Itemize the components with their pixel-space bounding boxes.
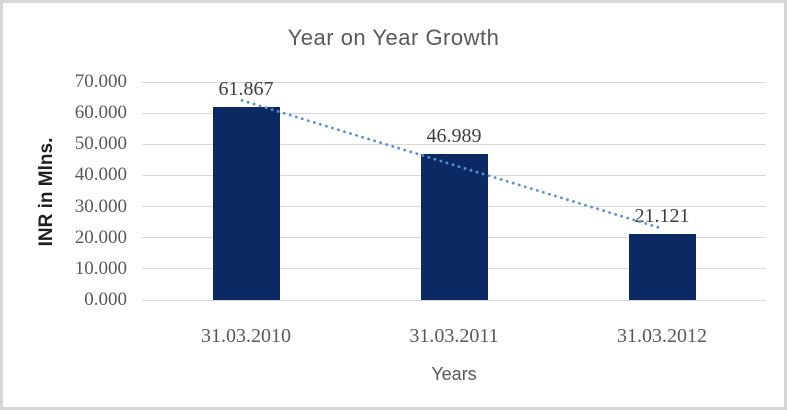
bar-value-label: 21.121	[634, 205, 690, 228]
gridline	[142, 81, 766, 83]
bar-value-label: 46.989	[426, 124, 482, 147]
bar-31.03.2012	[628, 234, 696, 300]
y-axis-tick-label: 10.000	[74, 257, 127, 279]
y-axis-tick-label: 60.000	[74, 102, 127, 124]
y-axis-tick-label: 20.000	[74, 226, 127, 248]
y-axis-tick-label: 30.000	[74, 195, 127, 217]
x-axis-tick-label: 31.03.2012	[617, 325, 707, 347]
x-axis-tick-label: 31.03.2011	[409, 325, 499, 347]
chart-title: Year on Year Growth	[287, 25, 500, 50]
y-axis-tick-label: 0.000	[84, 289, 127, 310]
gridline	[142, 299, 766, 301]
bar-value-label: 61.867	[218, 78, 274, 101]
y-axis-tick-label: 40.000	[74, 164, 127, 186]
x-axis-tick-label: 31.03.2010	[201, 325, 291, 347]
x-axis-title: Years	[431, 364, 477, 384]
bar-31.03.2011	[420, 153, 488, 300]
y-axis-tick-label: 50.000	[74, 133, 127, 155]
bar-31.03.2010	[212, 107, 280, 300]
y-axis-tick-label: 70.000	[74, 71, 127, 92]
